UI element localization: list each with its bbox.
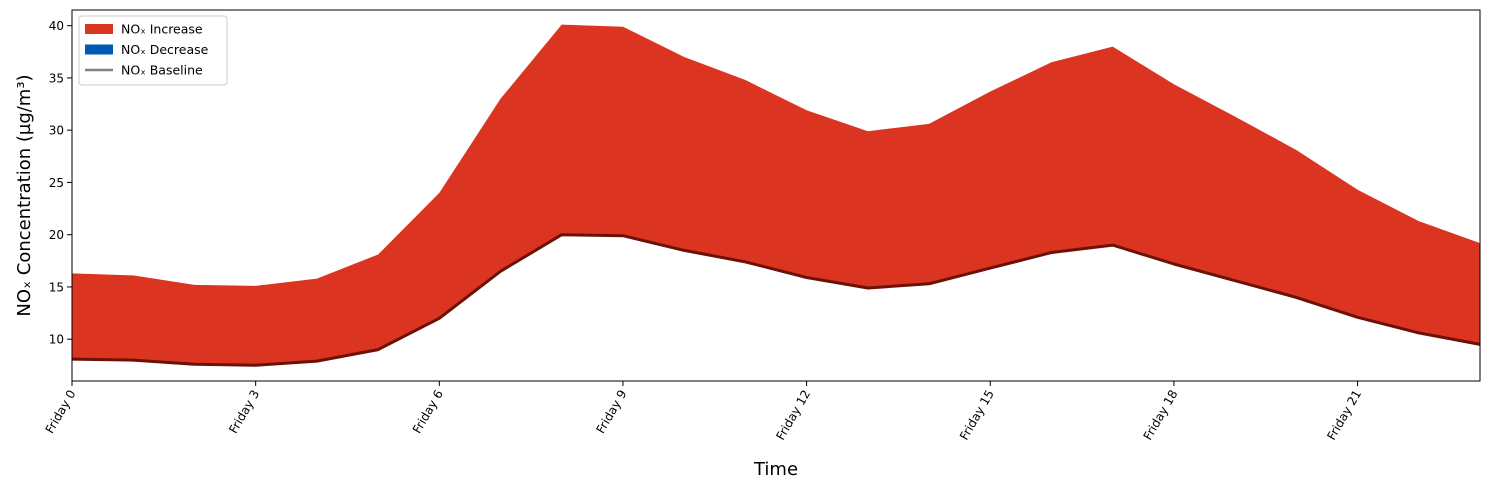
- x-tick-label: Friday 15: [957, 388, 997, 443]
- legend: NOₓ Increase NOₓ Decrease NOₓ Baseline: [78, 15, 228, 86]
- y-tick-label: 20: [49, 228, 64, 242]
- x-axis-title: Time: [753, 459, 798, 480]
- y-tick-label: 10: [49, 333, 64, 347]
- x-tick-label: Friday 9: [594, 388, 630, 436]
- x-tick-label: Friday 21: [1324, 388, 1364, 443]
- legend-label: NOₓ Baseline: [121, 63, 203, 78]
- legend-swatch: [85, 44, 113, 55]
- legend-label: NOₓ Increase: [121, 22, 203, 37]
- x-axis: Friday 0 Friday 3 Friday 6 Friday 9 Friday 1…: [43, 381, 1364, 443]
- x-tick-label: Friday 0: [43, 388, 79, 436]
- y-axis-title: NOₓ Concentration (µg/m³): [14, 74, 35, 316]
- y-tick-label: 30: [49, 124, 64, 138]
- y-axis: 10 15 20 25 30 35 40: [49, 19, 72, 347]
- legend-box: [78, 15, 228, 86]
- x-tick-label: Friday 6: [410, 388, 446, 436]
- nox-baseline-line: [71, 233, 1481, 367]
- x-tick-label: Friday 12: [773, 388, 813, 443]
- y-tick-label: 25: [49, 176, 64, 190]
- x-tick-label: Friday 3: [226, 388, 262, 436]
- plot-frame: [71, 9, 1481, 382]
- y-tick-label: 15: [49, 280, 64, 294]
- nox-increase-area: [72, 24, 1480, 366]
- y-tick-label: 35: [49, 71, 64, 85]
- legend-label: NOₓ Decrease: [121, 42, 209, 57]
- plot-area: [71, 24, 1481, 367]
- y-tick-label: 40: [49, 19, 64, 33]
- x-tick-label: Friday 18: [1141, 388, 1181, 443]
- legend-swatch: [85, 24, 113, 34]
